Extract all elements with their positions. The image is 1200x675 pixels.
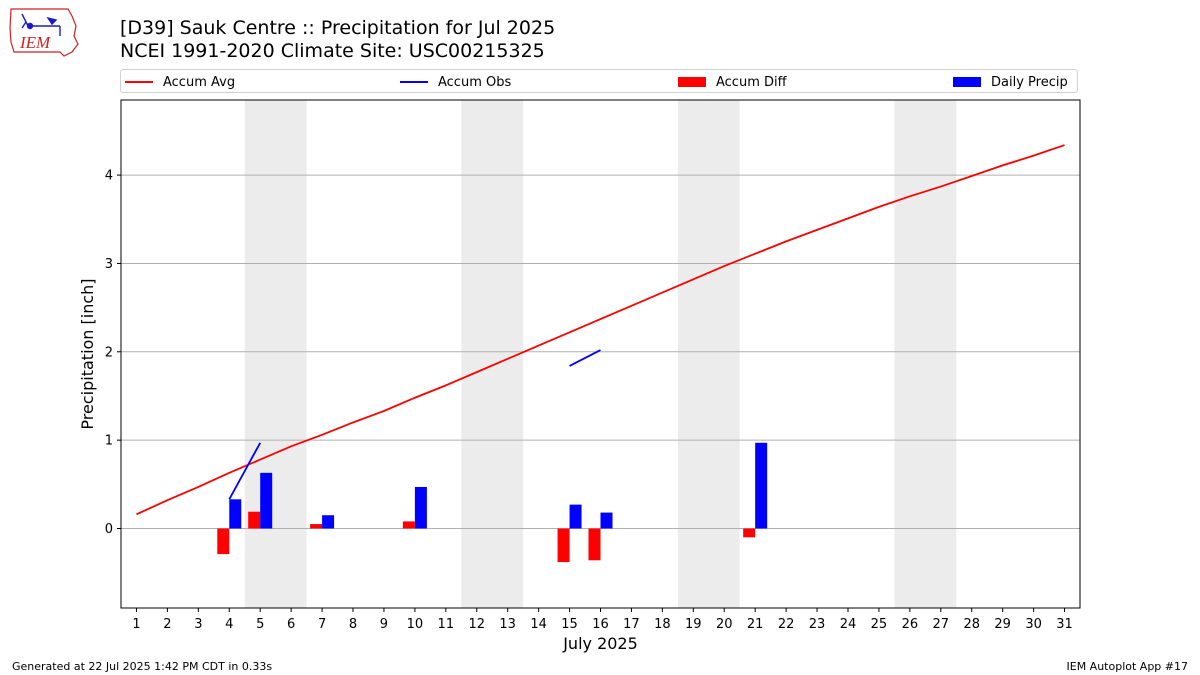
daily-precip-bar: [755, 442, 768, 529]
accum-diff-bar: [588, 528, 601, 561]
weekend-band: [894, 100, 957, 608]
accum-obs-line: [228, 442, 261, 500]
app-id-label: IEM Autoplot App #17: [1066, 660, 1189, 673]
legend-item-daily-precip: Daily Precip: [953, 73, 1068, 91]
y-axis-label: Precipitation [inch]: [78, 278, 97, 429]
weekend-band: [461, 100, 524, 608]
x-tick-label: 14: [530, 617, 547, 632]
x-tick-label: 23: [809, 617, 826, 632]
daily-precip-bar: [569, 504, 582, 529]
accum-diff-bar: [248, 511, 261, 529]
accum-diff-bar: [557, 528, 570, 563]
weekend-band: [244, 100, 307, 608]
iem-logo: IEM: [8, 6, 80, 58]
x-tick-label: 6: [287, 617, 295, 632]
x-tick-label: 9: [380, 617, 388, 632]
daily-precip-bar: [322, 515, 335, 529]
y-tick-label: 4: [105, 169, 113, 184]
x-tick-label: 13: [499, 617, 516, 632]
legend-label: Accum Obs: [438, 74, 512, 90]
daily-precip-bar: [414, 486, 427, 529]
x-tick-label: 8: [349, 617, 357, 632]
accum-diff-bar: [310, 524, 323, 529]
legend-item-accum-obs: Accum Obs: [400, 73, 511, 91]
x-tick-label: 16: [592, 617, 609, 632]
legend-item-accum-avg: Accum Avg: [125, 73, 235, 91]
accum-diff-bar: [217, 528, 230, 555]
x-tick-label: 24: [840, 617, 857, 632]
generated-timestamp: Generated at 22 Jul 2025 1:42 PM CDT in …: [12, 660, 273, 673]
accum-diff-bar: [402, 521, 415, 529]
x-tick-label: 30: [1025, 617, 1042, 632]
x-tick-label: 3: [194, 617, 202, 632]
legend-label: Accum Diff: [716, 74, 787, 90]
x-tick-label: 22: [778, 617, 795, 632]
legend-label: Daily Precip: [991, 74, 1068, 90]
daily-precip-bar: [260, 472, 273, 529]
weekend-band: [677, 100, 740, 608]
chart-subtitle: NCEI 1991-2020 Climate Site: USC00215325: [120, 40, 545, 62]
logo-text: IEM: [19, 33, 51, 52]
legend-item-accum-diff: Accum Diff: [678, 73, 787, 91]
x-tick-label: 31: [1056, 617, 1073, 632]
y-tick-label: 1: [105, 434, 113, 449]
x-tick-label: 12: [468, 617, 485, 632]
daily-precip-bar: [229, 499, 242, 529]
x-tick-label: 15: [561, 617, 578, 632]
x-tick-label: 17: [623, 617, 640, 632]
legend-label: Accum Avg: [163, 74, 236, 90]
x-tick-label: 4: [225, 617, 233, 632]
y-tick-label: 0: [105, 522, 113, 537]
x-tick-label: 5: [256, 617, 264, 632]
x-tick-label: 10: [407, 617, 424, 632]
legend-swatch: [953, 77, 981, 87]
daily-precip-bar: [600, 512, 613, 529]
x-tick-label: 19: [685, 617, 702, 632]
x-tick-label: 29: [994, 617, 1011, 632]
x-axis-label: July 2025: [562, 634, 638, 653]
y-tick-label: 2: [105, 345, 113, 360]
accum-obs-line: [569, 349, 601, 367]
legend-swatch: [678, 77, 706, 87]
x-tick-label: 20: [716, 617, 733, 632]
x-tick-label: 1: [132, 617, 140, 632]
x-tick-label: 26: [902, 617, 919, 632]
x-tick-label: 28: [963, 617, 980, 632]
legend-swatch: [125, 81, 153, 83]
accum-diff-bar: [743, 528, 756, 538]
x-tick-label: 27: [933, 617, 950, 632]
x-tick-label: 18: [654, 617, 671, 632]
chart-title: [D39] Sauk Centre :: Precipitation for J…: [120, 17, 556, 39]
x-tick-label: 7: [318, 617, 326, 632]
x-tick-label: 2: [163, 617, 171, 632]
x-tick-label: 11: [438, 617, 455, 632]
x-tick-label: 25: [871, 617, 888, 632]
legend: Accum Avg Accum Obs Accum Diff Daily Pre…: [120, 69, 1078, 93]
accum-avg-line: [136, 144, 1065, 516]
y-tick-label: 3: [105, 257, 113, 272]
x-tick-label: 21: [747, 617, 764, 632]
legend-swatch: [400, 81, 428, 83]
